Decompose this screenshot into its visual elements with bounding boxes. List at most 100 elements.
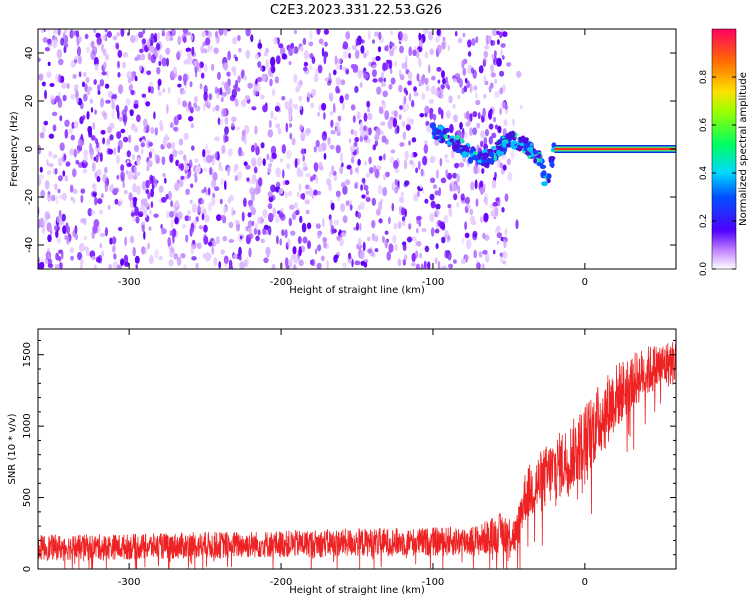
heatmap-cell <box>450 149 455 159</box>
signal-blob <box>541 170 547 177</box>
signal-blob <box>488 158 495 165</box>
heatmap-cell <box>416 49 420 59</box>
heatmap-cell <box>251 174 257 184</box>
heatmap-cell <box>411 162 416 168</box>
heatmap-cell <box>47 61 51 66</box>
heatmap-cell <box>482 232 486 239</box>
heatmap-cell <box>448 208 453 218</box>
heatmap-cell <box>219 198 223 205</box>
heatmap-cell <box>139 53 146 61</box>
heatmap-cell <box>378 106 384 114</box>
heatmap-cell <box>134 34 139 43</box>
heatmap-cell <box>117 72 121 78</box>
heatmap-cell <box>84 246 90 252</box>
heatmap-cell <box>408 46 413 57</box>
heatmap-cell <box>69 148 75 156</box>
heatmap-cell <box>49 83 55 87</box>
signal-blob <box>541 181 548 187</box>
heatmap-cell <box>52 39 58 49</box>
heatmap-cell <box>375 56 381 61</box>
signal-track <box>429 122 676 187</box>
heatmap-cell <box>299 46 304 52</box>
heatmap-cell <box>372 78 378 83</box>
heatmap-cell <box>459 78 463 88</box>
heatmap-cell <box>317 64 323 74</box>
heatmap-cell <box>444 159 450 164</box>
heatmap-cell <box>287 190 293 197</box>
heatmap-cell <box>440 92 444 99</box>
heatmap-cell <box>95 154 99 163</box>
heatmap-cell <box>345 200 350 207</box>
heatmap-cell <box>260 94 265 100</box>
heatmap-cell <box>334 219 339 226</box>
heatmap-cell <box>434 257 438 265</box>
heatmap-cell <box>93 156 97 162</box>
heatmap-cell <box>367 30 371 40</box>
heatmap-cell <box>263 51 268 57</box>
heatmap-cell <box>101 34 107 40</box>
heatmap-cell <box>249 187 255 195</box>
heatmap-cell <box>342 185 348 195</box>
heatmap-cell <box>184 215 190 222</box>
heatmap-cell <box>308 41 314 47</box>
heatmap-cell <box>90 135 96 141</box>
heatmap-cell <box>389 68 393 75</box>
heatmap-cell <box>434 36 440 43</box>
heatmap-cell <box>337 58 342 64</box>
heatmap-cell <box>457 37 463 44</box>
heatmap-cell <box>224 135 229 143</box>
heatmap-cell <box>357 69 363 79</box>
heatmap-cell <box>94 264 97 269</box>
heatmap-cell <box>303 61 309 67</box>
heatmap-cell <box>97 84 101 92</box>
heatmap-cell <box>237 34 241 42</box>
heatmap-cell <box>421 227 427 233</box>
heatmap-cell <box>424 140 428 145</box>
heatmap-cell <box>411 99 415 108</box>
heatmap-cell <box>73 148 77 158</box>
colorbar: 0.0 0.2 0.4 0.6 0.8 Normalized spectral ampl… <box>699 28 749 276</box>
heatmap-cell <box>430 200 436 209</box>
heatmap-cell <box>212 171 218 181</box>
heatmap-cell <box>174 182 180 191</box>
heatmap-cell <box>180 163 184 171</box>
heatmap-cell <box>254 53 260 60</box>
spectrogram-xtick-label: -200 <box>270 277 293 288</box>
heatmap-cell <box>452 77 457 83</box>
heatmap-cell <box>87 125 92 134</box>
heatmap-cell <box>72 188 78 195</box>
heatmap-cell <box>475 36 479 44</box>
heatmap-cell <box>93 29 97 34</box>
heatmap-cell <box>46 222 52 232</box>
heatmap-cell <box>94 109 97 115</box>
heatmap-cell <box>360 250 365 260</box>
heatmap-cell <box>326 259 329 269</box>
heatmap-cell <box>262 104 268 113</box>
heatmap-cell <box>380 121 386 126</box>
spectrogram-ytick-label: -40 <box>24 237 35 253</box>
heatmap-cell <box>436 66 442 72</box>
heatmap-cell <box>189 81 193 88</box>
heatmap-cell <box>277 127 282 135</box>
heatmap-cell <box>271 152 277 160</box>
heatmap-cell <box>327 80 332 86</box>
heatmap-cell <box>253 228 258 235</box>
heatmap-cell <box>47 253 51 260</box>
heatmap-cell <box>485 198 488 206</box>
heatmap-cell <box>304 199 310 205</box>
heatmap-cell <box>58 210 62 218</box>
heatmap-cell <box>311 88 317 97</box>
heatmap-cell <box>54 168 58 175</box>
heatmap-cell <box>464 131 468 140</box>
heatmap-cell <box>275 215 280 224</box>
heatmap-cell <box>466 80 471 89</box>
heatmap-cell <box>54 183 58 191</box>
heatmap-cell <box>477 112 481 120</box>
heatmap-cell <box>47 234 52 243</box>
heatmap-cell <box>456 202 460 208</box>
heatmap-cell <box>494 50 497 58</box>
heatmap-cell <box>83 93 88 102</box>
heatmap-cell <box>354 260 361 266</box>
heatmap-cell <box>132 183 137 193</box>
